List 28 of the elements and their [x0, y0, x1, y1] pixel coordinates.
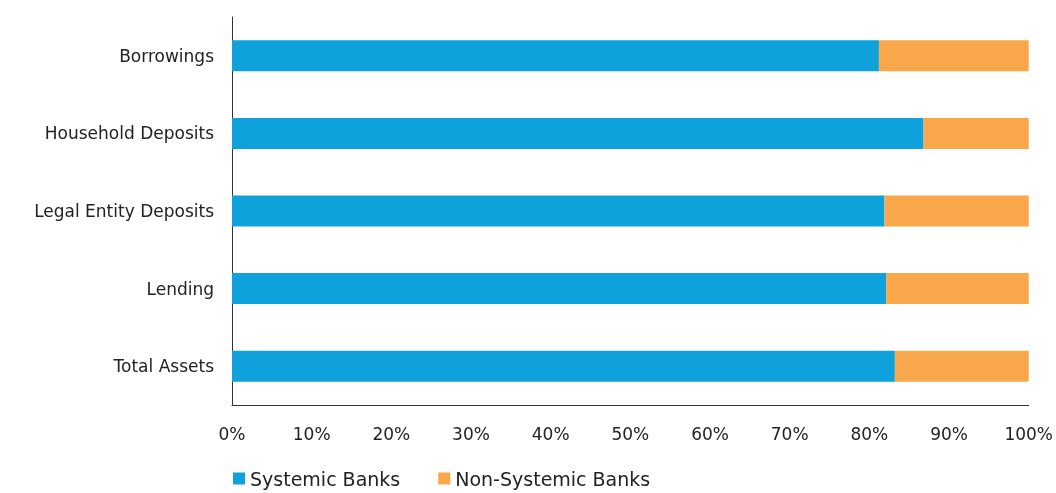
- x-tick-label: 90%: [930, 423, 968, 444]
- bar: [232, 350, 895, 382]
- y-tick-label: Lending: [146, 278, 214, 299]
- y-tick-label: Legal Entity Deposits: [34, 201, 215, 221]
- x-tick-label: 80%: [850, 423, 889, 444]
- y-tick-label: Household Deposits: [44, 123, 215, 144]
- bar: [232, 117, 924, 149]
- bar: [232, 195, 885, 227]
- bar: [878, 40, 1029, 72]
- y-tick-label: Borrowings: [119, 45, 215, 66]
- bar: [923, 117, 1029, 149]
- x-tick-label: 10%: [292, 423, 331, 444]
- x-tick-label: 30%: [452, 423, 490, 444]
- bar: [884, 195, 1029, 227]
- x-tick-label: 0%: [218, 423, 246, 444]
- bar: [232, 40, 879, 72]
- x-tick-label: 70%: [770, 423, 809, 444]
- bar: [894, 350, 1029, 382]
- x-tick-label: 60%: [691, 423, 729, 444]
- legend-label: Non-Systemic Banks: [455, 467, 651, 490]
- x-tick-label: 40%: [531, 423, 570, 444]
- y-tick-label: Total Assets: [112, 356, 215, 377]
- x-tick-label: 50%: [611, 423, 650, 444]
- bar: [232, 273, 887, 305]
- legend-label: Systemic Banks: [250, 467, 401, 490]
- bar: [886, 273, 1029, 305]
- x-tick-label: 100%: [1004, 423, 1053, 444]
- x-tick-label: 20%: [372, 423, 411, 444]
